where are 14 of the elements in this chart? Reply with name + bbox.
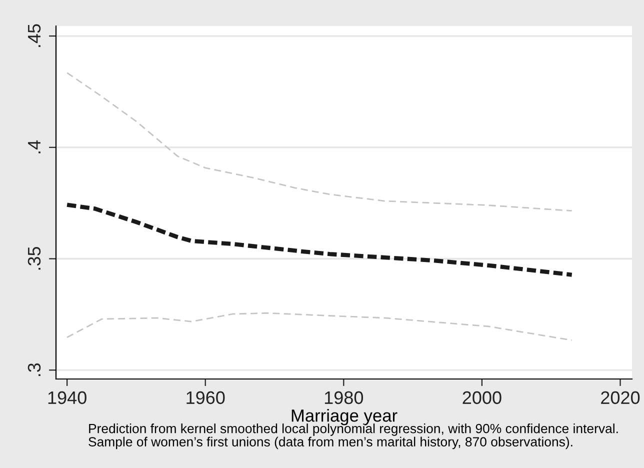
y-tick-label: .45 <box>28 24 41 47</box>
y-tick-label: .3 <box>28 363 41 376</box>
text: Prediction from kernel smoothed local polynomial regression, with 90% confidence interval. Sample of women’s first unions (data from men’s marital history, 870 observations). <box>88 424 618 450</box>
x-tick-label: 1980 <box>324 391 364 404</box>
x-tick-label: 2020 <box>601 391 640 404</box>
x-tick-label: 1960 <box>186 391 225 404</box>
x-tick-label: 1940 <box>48 391 86 404</box>
x-axis-title: Marriage year <box>292 409 398 426</box>
line-series <box>64 202 574 277</box>
line-series <box>66 72 573 212</box>
x-tick-label: 2000 <box>462 391 502 404</box>
y-tick-label: .35 <box>28 246 41 270</box>
line-series <box>66 312 573 341</box>
y-tick-label: .4 <box>28 140 40 154</box>
